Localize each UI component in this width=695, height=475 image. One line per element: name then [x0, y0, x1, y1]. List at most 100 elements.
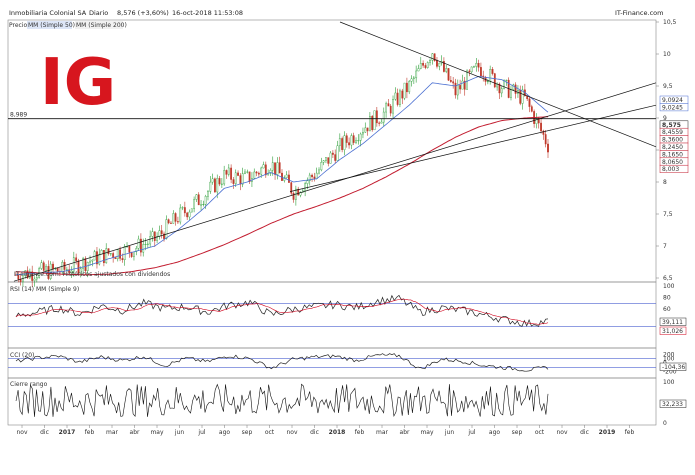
price-y-tick-label: 10 — [663, 51, 671, 58]
price-candle — [151, 231, 154, 237]
price-candle — [431, 53, 434, 61]
x-tick-label: dic — [310, 429, 319, 436]
price-candle — [172, 213, 175, 224]
price-candle — [510, 89, 512, 98]
price-candle — [503, 80, 505, 89]
price-candle — [91, 259, 94, 262]
price-candle — [394, 92, 397, 100]
price-candle — [146, 243, 149, 245]
price-candle — [262, 164, 265, 169]
price-value-label: 8,0650 — [662, 159, 683, 166]
price-candle — [248, 171, 251, 182]
price-candle — [98, 253, 101, 265]
price-candle — [216, 178, 219, 193]
x-tick-label: may — [150, 429, 164, 436]
price-candle — [42, 262, 45, 271]
price-candle — [452, 81, 455, 84]
rsi-y-tick-label: 100 — [663, 283, 675, 290]
price-candle — [223, 170, 226, 185]
price-candle — [257, 172, 260, 175]
price-value-label: 9,0245 — [662, 104, 683, 111]
price-candle — [214, 178, 216, 193]
legend-ma200-swatch — [75, 21, 123, 29]
price-candle — [493, 73, 496, 88]
price-candle — [121, 258, 124, 261]
price-candle — [237, 172, 239, 176]
price-candle — [65, 269, 68, 271]
cci-value-box — [659, 362, 687, 371]
price-y-tick-label: 6,5 — [663, 275, 673, 282]
price-candle — [325, 157, 327, 161]
price-candle — [70, 270, 73, 273]
price-candle — [149, 236, 152, 245]
cci-value-label: -104,36 — [662, 364, 685, 371]
x-tick-label: nov — [556, 429, 567, 436]
price-candle — [489, 69, 492, 82]
price-candle — [24, 270, 27, 276]
chart-timestamp: 16-oct-2018 11:53:08 — [172, 9, 243, 17]
price-candle — [290, 182, 293, 194]
price-candle — [362, 132, 364, 135]
x-tick-label: ago — [219, 429, 230, 436]
price-value-label: 8,3600 — [662, 137, 683, 144]
price-candle — [163, 233, 165, 239]
x-tick-label: 2018 — [329, 429, 346, 436]
price-candle — [443, 61, 445, 72]
price-candle — [86, 262, 89, 272]
price-candle — [269, 169, 272, 174]
legend-ma50-swatch — [27, 21, 72, 29]
price-candle — [355, 140, 357, 143]
price-candle — [260, 167, 263, 175]
price-candle — [313, 176, 316, 179]
x-tick-label: jun — [174, 429, 184, 436]
ig-logo-text: IG — [40, 46, 116, 120]
price-candle — [211, 178, 214, 183]
cci-title: CCI (20) — [10, 352, 34, 359]
price-candle — [109, 253, 112, 255]
price-candle — [547, 143, 549, 153]
rsi-ma-line — [15, 298, 549, 325]
price-candle — [156, 236, 158, 241]
price-candle — [276, 162, 279, 175]
price-candle — [373, 110, 376, 131]
price-value-label: 9,0924 — [662, 97, 683, 104]
volume-panel-frame — [7, 377, 657, 426]
price-candle — [315, 172, 318, 179]
price-candle — [271, 162, 274, 171]
x-tick-label: oct — [265, 429, 275, 436]
price-y-tick-label: 10,5 — [663, 19, 677, 26]
price-candle — [371, 115, 374, 131]
price-candle — [304, 183, 307, 192]
x-tick-label: jun — [444, 429, 454, 436]
price-candle — [401, 90, 404, 99]
price-candle — [544, 134, 547, 145]
price-candle — [415, 70, 418, 79]
price-y-tick-label: 9,5 — [663, 83, 673, 90]
cci-y-tick-label: 200 — [663, 351, 675, 358]
price-candle — [530, 106, 533, 112]
price-candle — [461, 80, 464, 90]
x-tick-label: sep — [242, 429, 253, 436]
x-tick-label: mar — [376, 429, 389, 436]
price-candle — [170, 222, 172, 224]
price-value-label: 8,2450 — [662, 144, 683, 151]
price-candle — [193, 199, 196, 209]
price-candle — [61, 261, 64, 273]
trendline-support-long — [13, 82, 657, 282]
price-candle — [329, 152, 332, 164]
price-candle — [392, 99, 394, 114]
price-candle — [406, 82, 408, 93]
price-candle — [537, 117, 540, 124]
price-candle — [535, 117, 538, 124]
price-candle — [190, 208, 193, 213]
x-tick-label: 2019 — [599, 429, 616, 436]
price-candle — [89, 260, 91, 263]
price-candle — [197, 194, 200, 206]
price-candle — [429, 60, 431, 63]
price-candle — [179, 207, 182, 223]
price-candle — [114, 257, 117, 260]
price-candle — [449, 80, 452, 82]
price-candle — [399, 90, 401, 105]
rsi-value-box — [659, 317, 687, 326]
ig-logo: IG — [38, 40, 120, 120]
